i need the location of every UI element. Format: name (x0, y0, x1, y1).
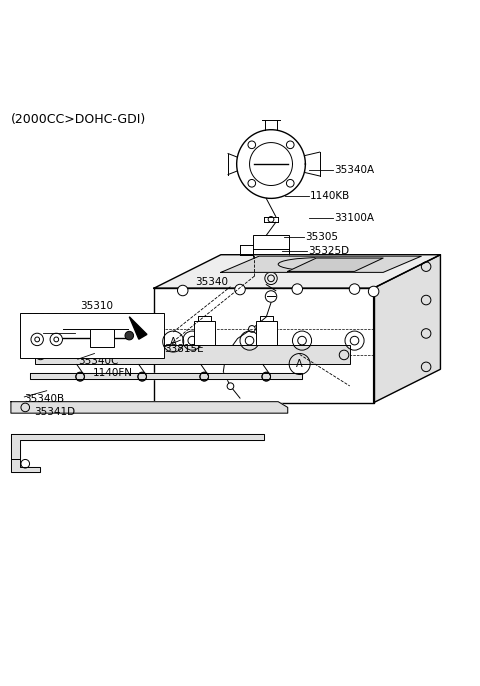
Text: 35312K: 35312K (26, 313, 66, 322)
Circle shape (178, 285, 188, 296)
Circle shape (248, 180, 256, 187)
Text: (2000CC>DOHC-GDI): (2000CC>DOHC-GDI) (11, 113, 146, 126)
Circle shape (287, 180, 294, 187)
Polygon shape (129, 317, 147, 339)
Text: 35340B: 35340B (24, 394, 64, 404)
Circle shape (287, 141, 294, 149)
Text: 35340: 35340 (195, 277, 228, 287)
Polygon shape (154, 288, 373, 403)
Text: 35341D: 35341D (34, 407, 75, 417)
Circle shape (235, 284, 245, 295)
Text: 35342: 35342 (20, 327, 53, 337)
Polygon shape (221, 256, 421, 272)
Text: 33815E: 33815E (165, 344, 204, 354)
Text: 1140FN: 1140FN (93, 368, 133, 377)
Bar (70, 320, 91, 345)
Bar (90, 329, 115, 347)
Text: 35340C: 35340C (78, 356, 118, 366)
Text: 35309: 35309 (123, 327, 156, 337)
Polygon shape (11, 402, 288, 413)
Text: 33100A: 33100A (334, 213, 374, 223)
Text: A: A (170, 337, 177, 346)
Circle shape (349, 284, 360, 294)
Bar (132, 320, 153, 345)
Polygon shape (11, 434, 264, 459)
Circle shape (222, 352, 229, 359)
Polygon shape (11, 459, 39, 472)
Text: 35325D: 35325D (308, 246, 349, 257)
Text: A: A (296, 359, 303, 369)
Circle shape (227, 383, 234, 390)
Text: 35340A: 35340A (334, 165, 374, 175)
Polygon shape (288, 258, 383, 272)
Bar (35, 345, 350, 364)
Bar (256, 320, 277, 345)
Circle shape (292, 284, 302, 294)
Text: 35305: 35305 (305, 232, 338, 241)
Circle shape (125, 331, 133, 340)
Circle shape (368, 286, 379, 297)
Bar (21, 313, 164, 358)
Text: 35310: 35310 (80, 300, 113, 311)
Polygon shape (373, 255, 441, 403)
Circle shape (248, 141, 256, 149)
Circle shape (249, 326, 255, 332)
Bar (194, 320, 215, 345)
Polygon shape (30, 373, 302, 379)
Text: 1140KB: 1140KB (310, 191, 350, 201)
Polygon shape (154, 255, 441, 288)
Bar (253, 235, 289, 266)
